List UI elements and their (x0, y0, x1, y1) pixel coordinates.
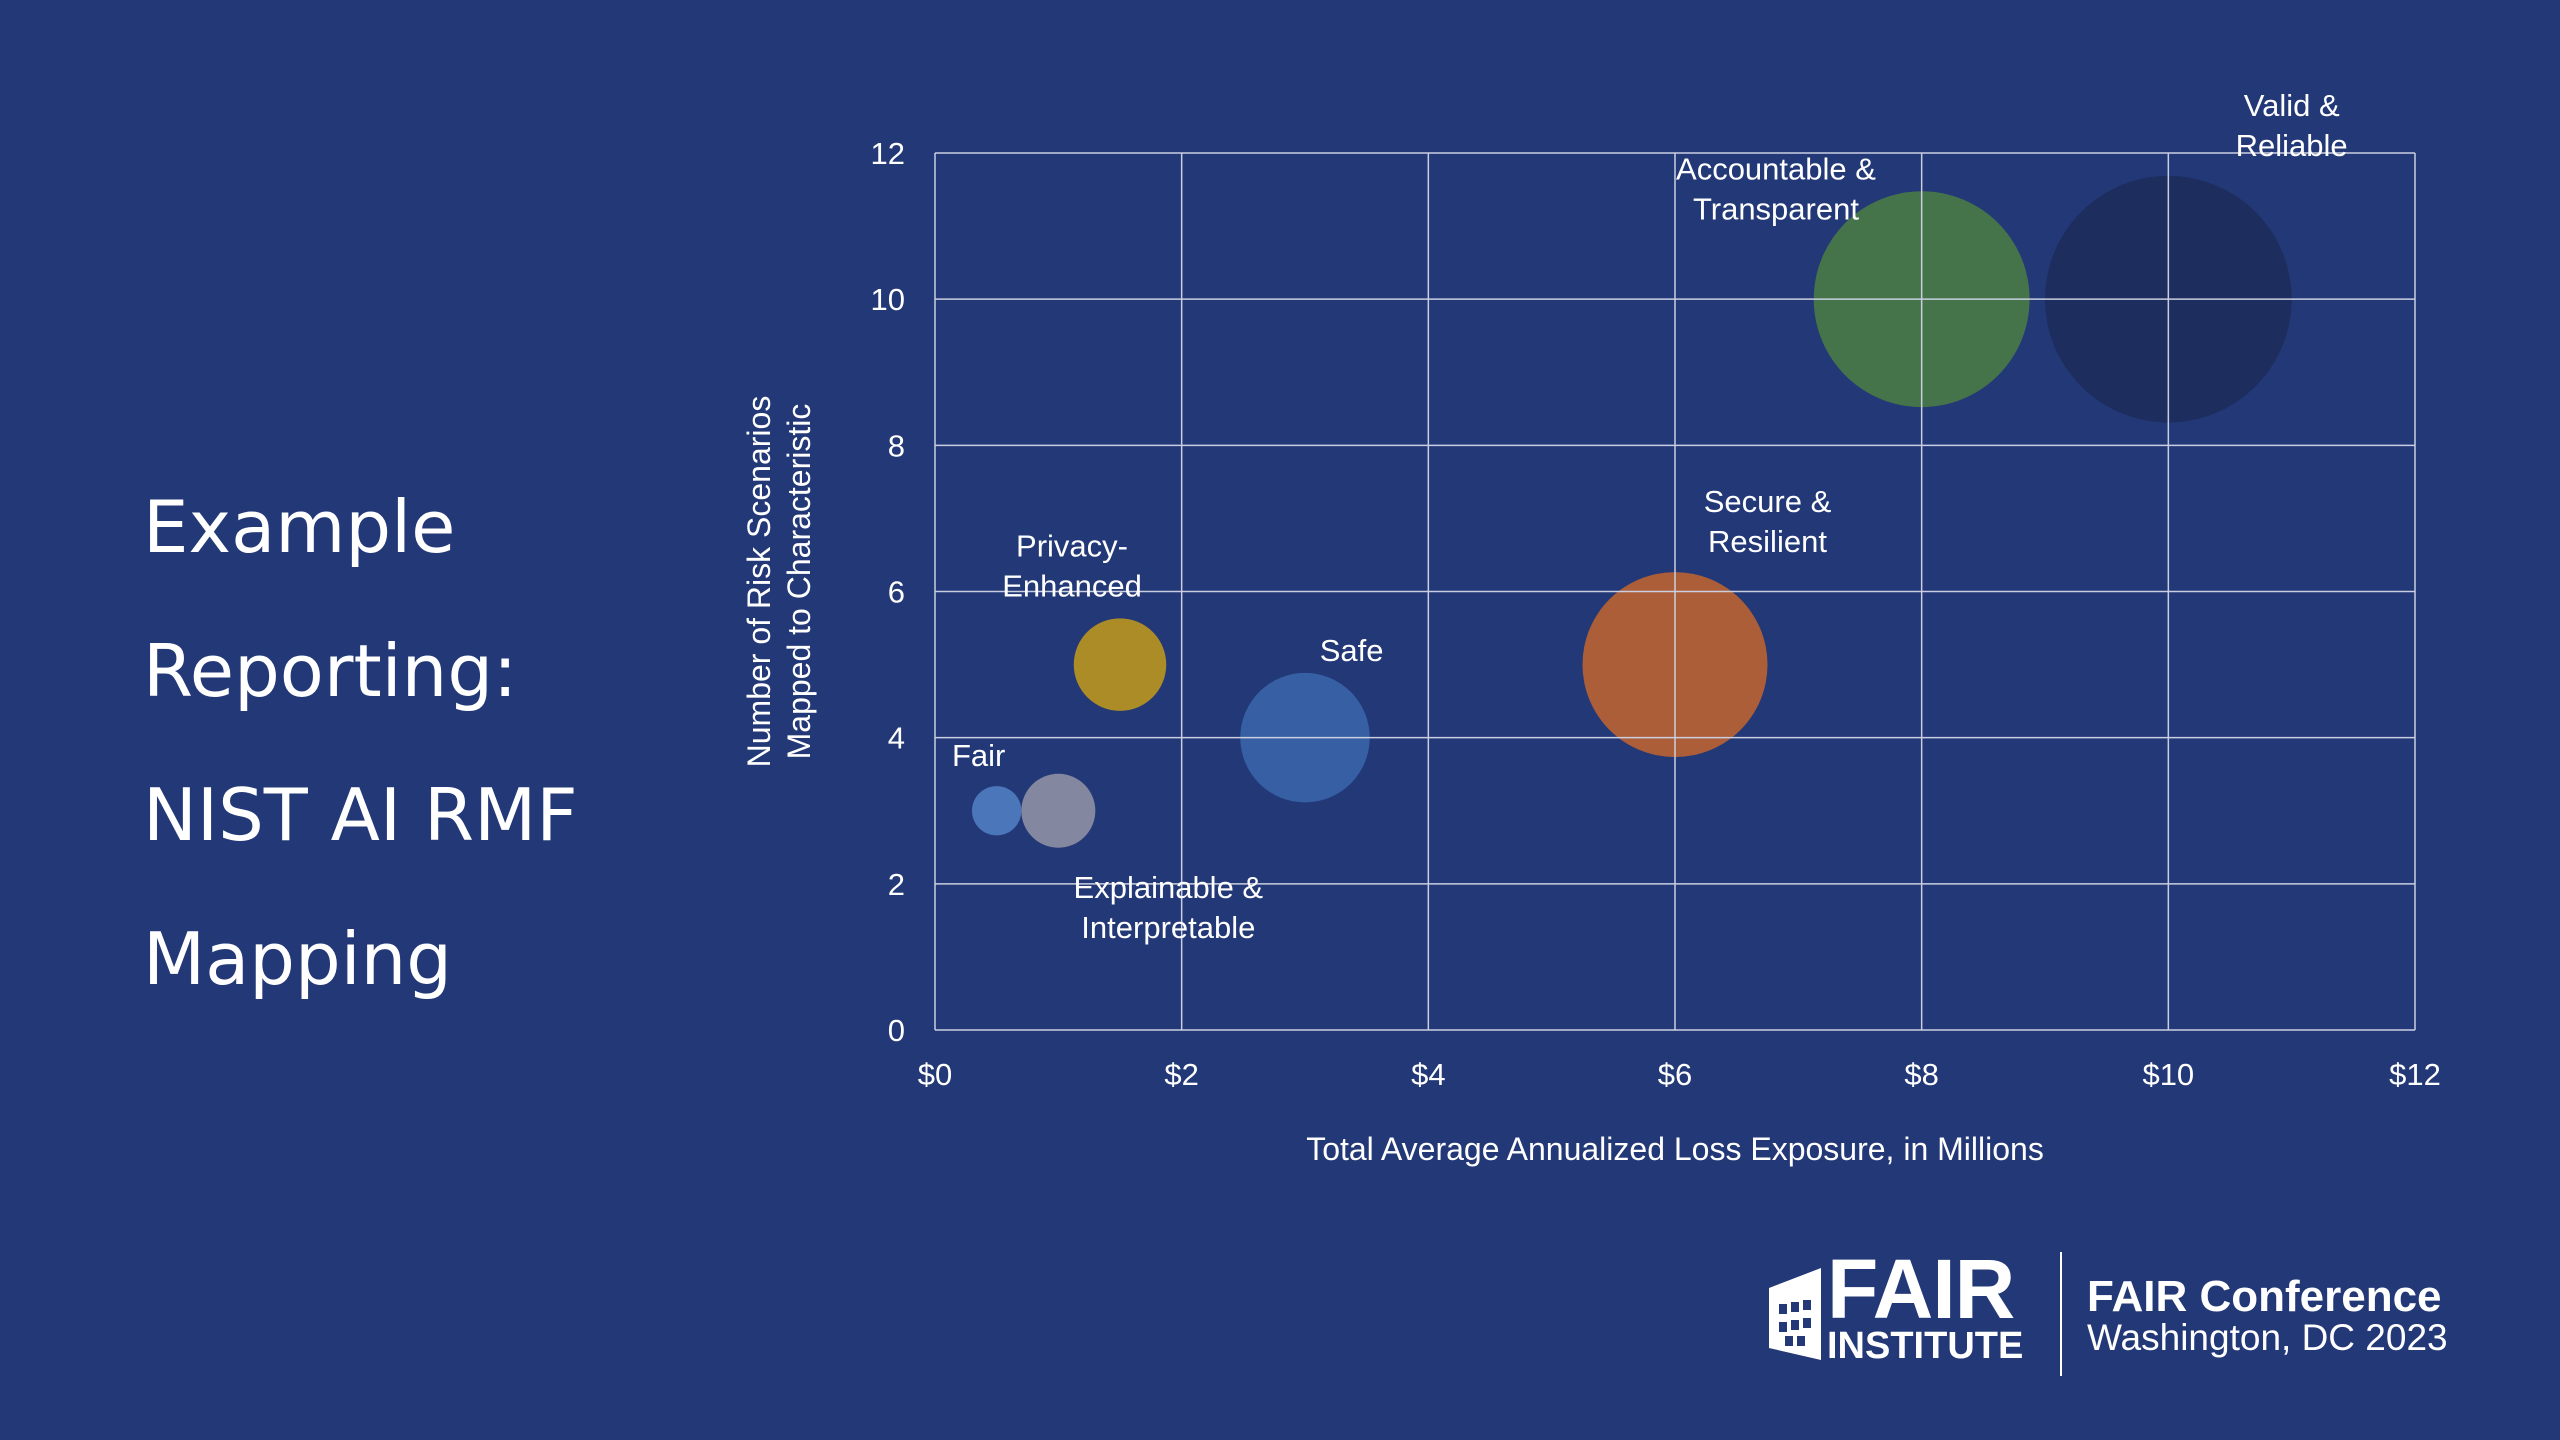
y-tick-label: 12 (871, 136, 905, 171)
y-tick-label: 0 (888, 1013, 905, 1048)
bubble-label: Privacy- (1016, 528, 1128, 563)
logo-wordmark: FAIR (1827, 1242, 2015, 1336)
slide-title: Example Reporting: NIST AI RMF Mapping (143, 455, 703, 1031)
bubble-label: Interpretable (1081, 910, 1255, 945)
title-line: NIST AI RMF (143, 773, 578, 857)
y-axis-title-line: Mapped to Characteristic (781, 404, 817, 760)
y-tick-label: 8 (888, 428, 905, 463)
y-axis-title: Number of Risk Scenarios Mapped to Charac… (741, 396, 817, 768)
divider (2060, 1252, 2062, 1376)
bubble-label: Secure & (1704, 484, 1832, 519)
bubble-label: Enhanced (1002, 568, 1142, 603)
x-tick-label: $0 (918, 1057, 952, 1092)
bubble-label: Transparent (1693, 191, 1859, 226)
title-line: Example (143, 485, 456, 569)
bubble-label: Valid & (2244, 88, 2340, 123)
title-line: Mapping (143, 917, 452, 1001)
conference-place: Washington, DC 2023 (2087, 1317, 2448, 1358)
title-line: Reporting: (143, 629, 518, 713)
bubble (1073, 618, 1167, 711)
fair-institute-logo: FAIR INSTITUTE (1765, 1244, 2045, 1375)
y-tick-label: 2 (888, 867, 905, 902)
x-tick-label: $6 (1658, 1057, 1692, 1092)
x-tick-label: $2 (1164, 1057, 1198, 1092)
y-tick-label: 10 (871, 282, 905, 317)
conference-name: FAIR Conference (2087, 1272, 2442, 1321)
x-tick-label: $12 (2389, 1057, 2441, 1092)
x-tick-label: $8 (1904, 1057, 1938, 1092)
bubble-label: Fair (952, 738, 1005, 773)
bubble (1021, 773, 1096, 848)
x-tick-label: $10 (2142, 1057, 2194, 1092)
bubble-label: Safe (1320, 633, 1384, 668)
bubble-label: Reliable (2236, 128, 2348, 163)
y-tick-label: 4 (888, 721, 905, 756)
x-axis-title: Total Average Annualized Loss Exposure, … (1306, 1131, 2044, 1167)
y-axis-title-line: Number of Risk Scenarios (741, 396, 777, 768)
bubble-label: Resilient (1708, 524, 1827, 559)
x-tick-label: $4 (1411, 1057, 1445, 1092)
building-icon (1769, 1268, 1821, 1360)
bubble-label: Explainable & (1074, 870, 1264, 905)
y-tick-label: 6 (888, 575, 905, 610)
bubble-label: Accountable & (1676, 151, 1876, 186)
bubble (972, 786, 1022, 836)
logo-subword: INSTITUTE (1827, 1325, 2024, 1367)
